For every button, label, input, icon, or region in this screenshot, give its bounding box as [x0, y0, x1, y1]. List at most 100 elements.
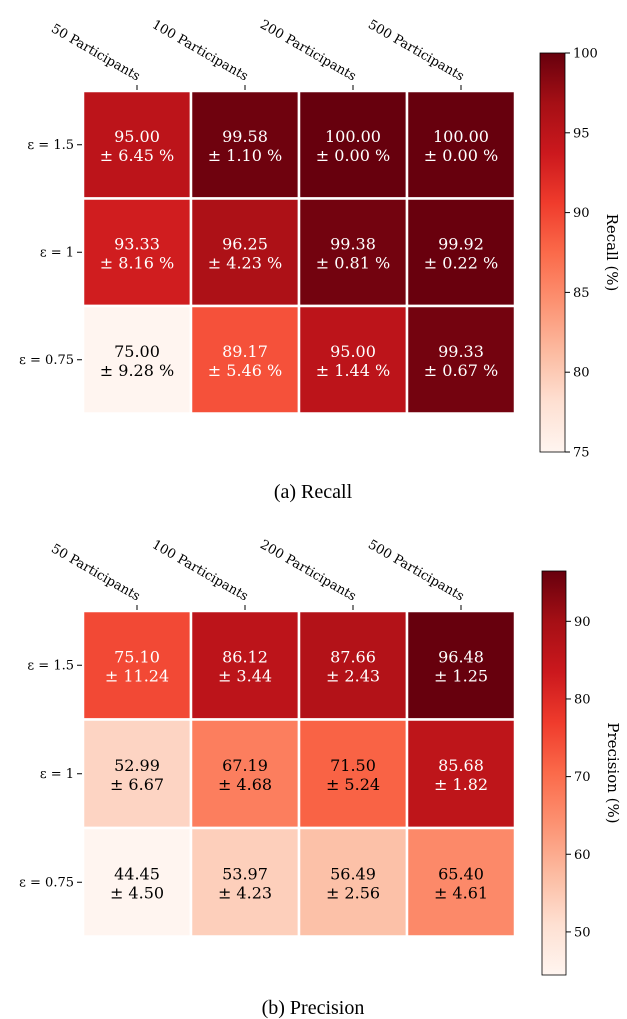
- heatmap-cell: [189, 826, 301, 938]
- cell-std-label: ± 2.43: [326, 666, 380, 685]
- colorbar-tick-label: 60: [574, 848, 591, 863]
- heatmap-cell: [297, 609, 409, 721]
- colorbar: [541, 570, 567, 976]
- colorbar-tick-label: 50: [574, 925, 591, 940]
- cell-std-label: ± 4.23: [218, 883, 272, 902]
- colorbar-tick-label: 75: [573, 446, 590, 461]
- colorbar-tick-label: 85: [573, 286, 590, 301]
- heatmap-cell: [405, 718, 517, 830]
- heatmap-cell: [405, 304, 517, 415]
- cell-value-label: 53.97: [222, 864, 268, 883]
- heatmap-cell: [405, 197, 517, 308]
- x-tick-label: 500 Participants: [365, 17, 466, 84]
- cell-value-label: 99.58: [222, 127, 268, 146]
- cell-value-label: 99.33: [438, 342, 484, 361]
- cell-std-label: ± 4.23 %: [208, 253, 282, 272]
- figure-caption: (a) Recall: [274, 481, 353, 503]
- colorbar: [539, 52, 566, 453]
- cell-value-label: 71.50: [330, 756, 376, 775]
- cell-value-label: 99.92: [438, 234, 484, 253]
- heatmap-cell: [81, 89, 193, 200]
- cell-value-label: 86.12: [222, 647, 268, 666]
- cell-std-label: ± 8.16 %: [100, 253, 174, 272]
- cell-std-label: ± 5.24: [326, 775, 380, 794]
- cell-std-label: ± 1.44 %: [316, 361, 390, 380]
- heatmap-cell: [405, 826, 517, 938]
- x-tick-label: 200 Participants: [257, 537, 358, 604]
- cell-std-label: ± 1.82: [434, 775, 488, 794]
- cell-value-label: 85.68: [438, 756, 484, 775]
- colorbar-tick-label: 70: [574, 770, 591, 785]
- cell-value-label: 99.38: [330, 234, 376, 253]
- heatmap-cell: [81, 609, 193, 721]
- cell-std-label: ± 4.61: [434, 883, 488, 902]
- cell-std-label: ± 5.46 %: [208, 361, 282, 380]
- cell-value-label: 95.00: [114, 127, 160, 146]
- cell-std-label: ± 0.00 %: [424, 146, 498, 165]
- cell-std-label: ± 1.25: [434, 666, 488, 685]
- cell-value-label: 65.40: [438, 864, 484, 883]
- cell-value-label: 87.66: [330, 647, 376, 666]
- cell-std-label: ± 3.44: [218, 666, 272, 685]
- colorbar-label: Recall (%): [603, 214, 621, 292]
- heatmap-cell: [81, 718, 193, 830]
- figure-caption: (b) Precision: [262, 997, 365, 1019]
- heatmap-cell: [405, 89, 517, 200]
- cell-value-label: 100.00: [325, 127, 381, 146]
- cell-value-label: 52.99: [114, 756, 160, 775]
- x-tick-label: 100 Participants: [149, 537, 250, 604]
- colorbar-tick-label: 80: [573, 366, 590, 381]
- cell-value-label: 96.25: [222, 234, 268, 253]
- heatmap-cell: [189, 609, 301, 721]
- colorbar-tick-label: 90: [574, 615, 591, 630]
- cell-std-label: ± 4.50: [110, 883, 164, 902]
- cell-value-label: 100.00: [433, 127, 489, 146]
- cell-value-label: 75.00: [114, 342, 160, 361]
- heatmap-cell: [81, 304, 193, 415]
- x-tick-label: 200 Participants: [257, 17, 358, 84]
- colorbar-label: Precision (%): [604, 722, 622, 823]
- heatmap-cell: [189, 197, 301, 308]
- cell-std-label: ± 6.67: [110, 775, 164, 794]
- x-tick-label: 100 Participants: [149, 17, 250, 84]
- y-tick-label: ε = 1.5: [27, 138, 74, 153]
- cell-std-label: ± 9.28 %: [100, 361, 174, 380]
- cell-std-label: ± 0.81 %: [316, 253, 390, 272]
- heatmap-panel-recall: 95.00± 6.45 %99.58± 1.10 %100.00± 0.00 %…: [19, 17, 621, 503]
- cell-std-label: ± 6.45 %: [100, 146, 174, 165]
- y-tick-label: ε = 1: [40, 245, 74, 260]
- cell-value-label: 93.33: [114, 234, 160, 253]
- heatmap-cell: [189, 718, 301, 830]
- x-tick-label: 50 Participants: [48, 21, 142, 84]
- colorbar-tick-label: 90: [573, 206, 590, 221]
- cell-value-label: 89.17: [222, 342, 268, 361]
- cell-std-label: ± 4.68: [218, 775, 272, 794]
- cell-value-label: 67.19: [222, 756, 268, 775]
- x-tick-label: 50 Participants: [48, 541, 142, 604]
- colorbar-tick-label: 95: [573, 126, 590, 141]
- y-tick-label: ε = 0.75: [19, 353, 74, 368]
- heatmap-cell: [189, 89, 301, 200]
- heatmap-cell: [189, 304, 301, 415]
- cell-std-label: ± 2.56: [326, 883, 380, 902]
- cell-value-label: 56.49: [330, 864, 376, 883]
- cell-std-label: ± 0.22 %: [424, 253, 498, 272]
- colorbar-tick-label: 80: [574, 692, 591, 707]
- cell-std-label: ± 0.67 %: [424, 361, 498, 380]
- heatmap-cell: [405, 609, 517, 721]
- cell-value-label: 75.10: [114, 647, 160, 666]
- y-tick-label: ε = 0.75: [19, 875, 74, 890]
- x-tick-label: 500 Participants: [365, 537, 466, 604]
- cell-value-label: 96.48: [438, 647, 484, 666]
- heatmap-cell: [297, 718, 409, 830]
- cell-value-label: 95.00: [330, 342, 376, 361]
- cell-value-label: 44.45: [114, 864, 160, 883]
- y-tick-label: ε = 1: [40, 767, 74, 782]
- cell-std-label: ± 0.00 %: [316, 146, 390, 165]
- colorbar-tick-label: 100: [573, 47, 598, 62]
- cell-std-label: ± 11.24: [105, 666, 169, 685]
- y-tick-label: ε = 1.5: [27, 658, 74, 673]
- cell-std-label: ± 1.10 %: [208, 146, 282, 165]
